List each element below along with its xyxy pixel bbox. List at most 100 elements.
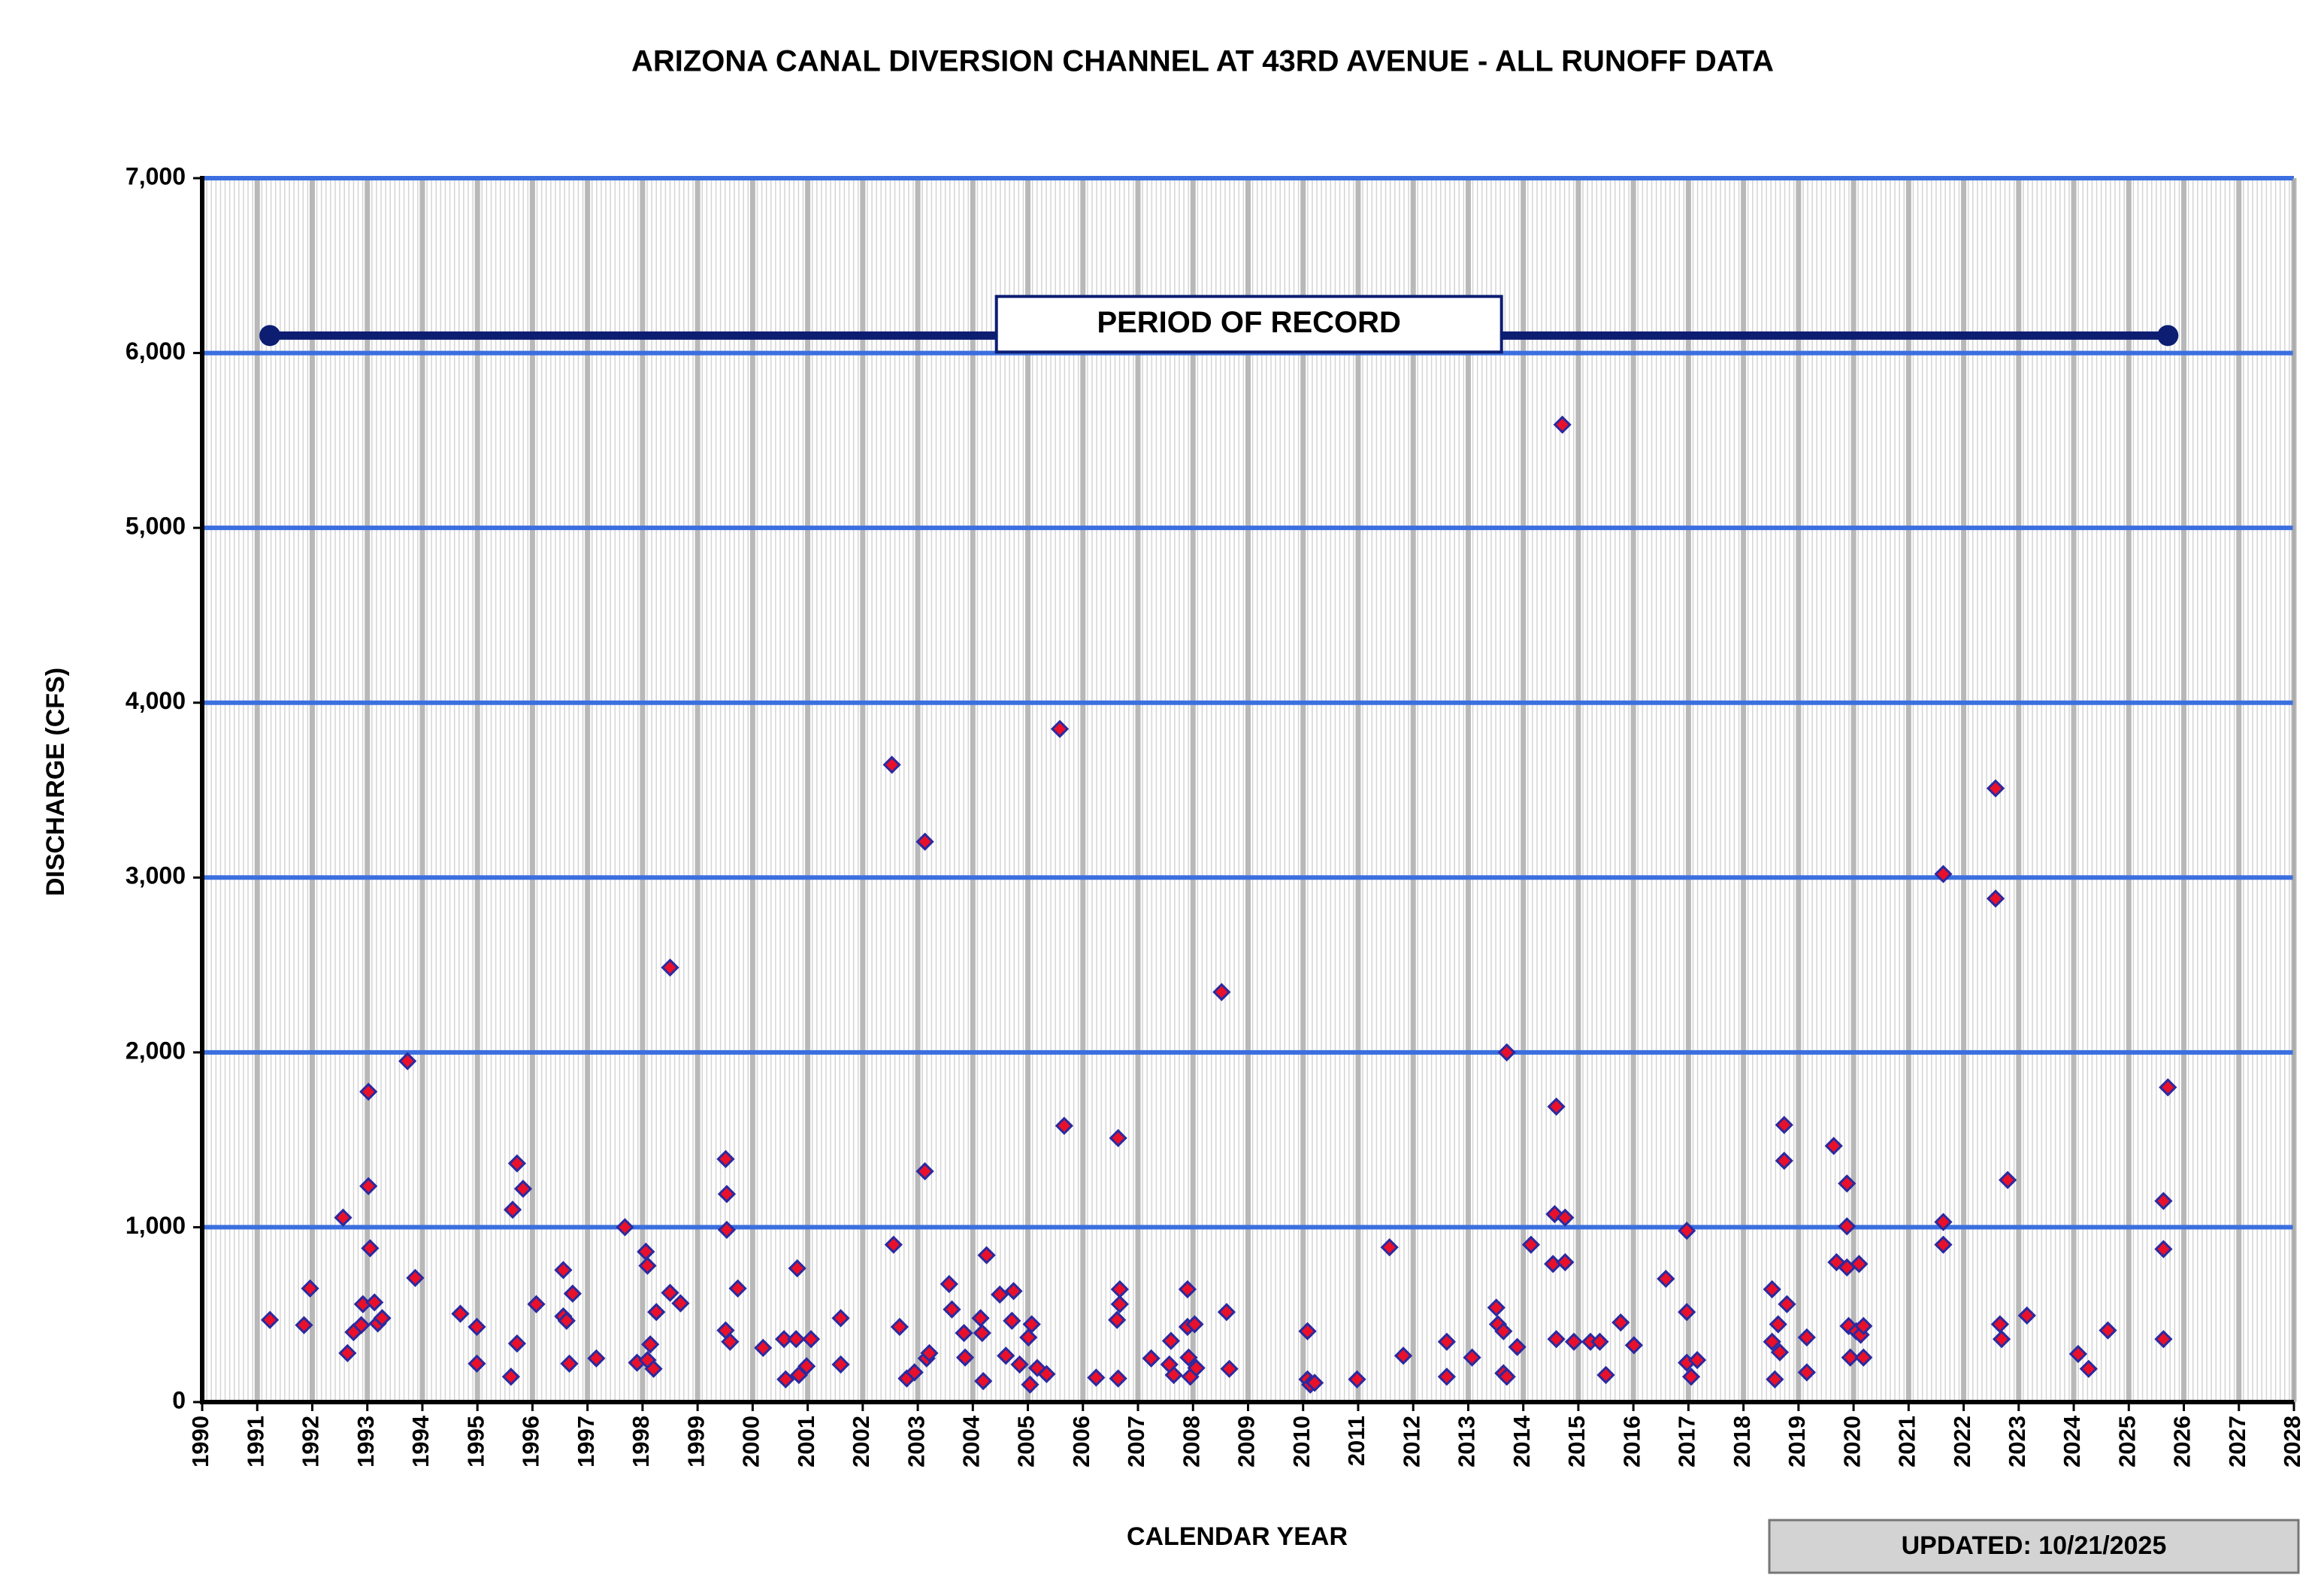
data-point: [641, 1335, 660, 1354]
data-point: [587, 1349, 606, 1367]
data-point: [1934, 865, 1953, 883]
data-point: [334, 1208, 353, 1227]
x-tick-label: 1995: [462, 1416, 489, 1467]
data-point: [1841, 1348, 1860, 1367]
data-point: [1854, 1316, 1873, 1335]
data-point: [717, 1185, 737, 1204]
x-tick-label: 2013: [1454, 1416, 1480, 1467]
x-tick-label: 2028: [2279, 1416, 2305, 1467]
data-point: [557, 1311, 576, 1330]
x-tick-label: 2007: [1123, 1416, 1149, 1467]
data-point: [974, 1371, 993, 1391]
data-point: [2159, 1078, 2177, 1097]
data-point: [774, 1330, 794, 1349]
data-point: [1298, 1322, 1317, 1340]
data-point: [638, 1256, 657, 1275]
data-point: [1624, 1336, 1644, 1355]
data-point: [1021, 1375, 1039, 1394]
data-point: [451, 1304, 470, 1323]
data-point: [1108, 1310, 1127, 1329]
data-point: [1109, 1369, 1127, 1388]
data-point: [468, 1354, 486, 1373]
data-point: [503, 1201, 522, 1219]
data-point: [1110, 1295, 1129, 1313]
data-point: [1508, 1337, 1527, 1356]
data-point: [1179, 1348, 1198, 1367]
data-point: [973, 1324, 991, 1343]
data-point: [359, 1083, 378, 1101]
x-tick-label: 2008: [1178, 1416, 1204, 1467]
data-point: [671, 1294, 690, 1313]
data-point: [1393, 1346, 1413, 1365]
data-point: [1556, 1252, 1575, 1272]
y-tick-label: 5,000: [126, 513, 186, 540]
period-label: PERIOD OF RECORD: [1097, 306, 1400, 339]
y-tick-label: 6,000: [126, 338, 186, 365]
data-point: [1564, 1332, 1584, 1351]
data-point: [831, 1309, 850, 1328]
data-point: [882, 756, 901, 774]
x-tick-label: 1993: [353, 1416, 379, 1467]
x-tick-label: 1991: [242, 1416, 268, 1467]
x-tick-label: 2018: [1729, 1416, 1755, 1467]
x-tick-label: 2001: [793, 1416, 819, 1467]
data-point: [1986, 889, 2005, 908]
data-point: [527, 1295, 546, 1313]
x-axis-label: CALENDAR YEAR: [1127, 1522, 1348, 1551]
data-point: [787, 1330, 806, 1349]
data-point: [1463, 1348, 1481, 1367]
data-point: [1797, 1328, 1816, 1347]
data-point: [361, 1239, 380, 1258]
data-point: [1678, 1303, 1696, 1322]
x-tick-label: 2025: [2114, 1416, 2140, 1467]
data-point: [554, 1261, 573, 1280]
period-end: [2157, 325, 2179, 347]
data-point: [1547, 1330, 1566, 1349]
data-point: [2154, 1330, 2173, 1349]
x-tick-label: 2020: [1838, 1416, 1865, 1467]
data-point: [560, 1354, 579, 1373]
data-point: [940, 1274, 958, 1294]
x-tick-label: 2019: [1784, 1416, 1810, 1467]
data-point: [1775, 1116, 1793, 1134]
data-point: [991, 1285, 1009, 1304]
data-point: [915, 1162, 934, 1181]
data-point: [2079, 1359, 2098, 1378]
x-tick-label: 2000: [738, 1416, 764, 1467]
data-point: [644, 1359, 663, 1378]
data-point: [1547, 1097, 1566, 1116]
data-point: [1992, 1330, 2011, 1349]
data-point: [1050, 719, 1070, 738]
data-point: [1678, 1221, 1696, 1240]
data-point: [301, 1279, 319, 1298]
data-point: [1797, 1363, 1816, 1382]
data-point: [1185, 1315, 1204, 1334]
updated-label: UPDATED: 10/21/2025: [1902, 1531, 2167, 1560]
data-point: [1380, 1238, 1399, 1257]
x-tick-label: 2012: [1398, 1416, 1424, 1467]
data-point: [1497, 1043, 1516, 1062]
data-point: [1217, 1303, 1236, 1322]
data-point: [1305, 1374, 1324, 1392]
data-point: [788, 1258, 806, 1278]
x-tick-label: 1994: [407, 1415, 434, 1467]
x-tick-label: 2015: [1563, 1416, 1590, 1467]
data-point: [1770, 1343, 1790, 1361]
data-point: [647, 1303, 666, 1322]
data-point: [890, 1317, 909, 1337]
data-point: [801, 1330, 821, 1349]
data-point: [1003, 1311, 1021, 1330]
data-point: [1657, 1269, 1675, 1289]
y-tick-label: 0: [172, 1386, 186, 1413]
data-point: [1934, 1213, 1953, 1231]
data-point: [2154, 1192, 2173, 1210]
data-point: [955, 1324, 973, 1343]
data-point: [1590, 1332, 1609, 1351]
x-tick-label: 2002: [848, 1416, 874, 1467]
data-point: [1187, 1358, 1206, 1377]
data-point: [884, 1235, 903, 1254]
y-tick-label: 2,000: [126, 1037, 186, 1064]
data-point: [955, 1348, 975, 1367]
x-tick-label: 2003: [903, 1416, 929, 1467]
x-tick-label: 2022: [1949, 1416, 1975, 1467]
